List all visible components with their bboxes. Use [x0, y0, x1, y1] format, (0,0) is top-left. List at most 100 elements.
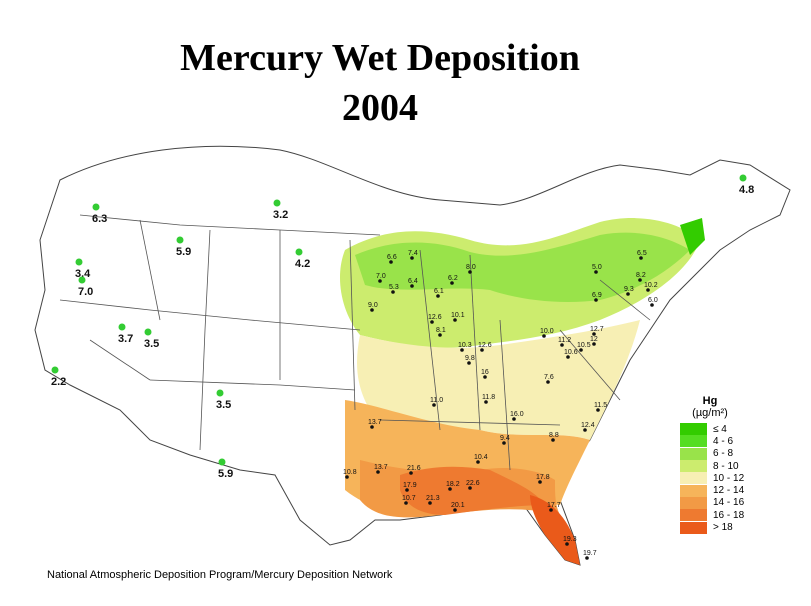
- site-marker: [75, 258, 83, 266]
- site-marker: [565, 542, 569, 546]
- site-marker: [583, 428, 587, 432]
- site-value-label: 12: [590, 336, 598, 343]
- site-marker: [546, 380, 550, 384]
- site-value-label: 10.7: [402, 495, 416, 502]
- site-marker: [626, 292, 630, 296]
- legend-title: Hg: [702, 395, 718, 407]
- site-value-label: 6.3: [92, 213, 107, 225]
- legend-unit: (µg/m²): [692, 407, 728, 419]
- site-marker: [430, 320, 434, 324]
- site-value-label: 10.3: [458, 342, 472, 349]
- site-marker: [639, 256, 643, 260]
- site-marker: [468, 486, 472, 490]
- site-marker: [453, 508, 457, 512]
- site-marker: [92, 203, 100, 211]
- legend-label: > 18: [713, 522, 733, 534]
- site-value-label: 6.6: [387, 254, 397, 261]
- legend-swatch: [680, 447, 707, 460]
- site-marker: [78, 276, 86, 284]
- site-value-label: 11.8: [482, 394, 495, 401]
- site-value-label: 9.4: [500, 435, 510, 442]
- legend-label: 6 - 8: [713, 448, 734, 460]
- site-marker: [391, 290, 395, 294]
- legend-label: 14 - 16: [713, 497, 745, 509]
- site-marker: [118, 323, 126, 331]
- site-marker: [51, 366, 59, 374]
- site-value-label: 7.0: [376, 273, 386, 280]
- site-marker: [370, 425, 374, 429]
- site-value-label: 8.8: [549, 432, 559, 439]
- site-value-label: 21.3: [426, 495, 440, 502]
- site-value-label: 12.7: [590, 326, 604, 333]
- site-value-label: 8.0: [466, 264, 476, 271]
- legend-label: 10 - 12: [713, 472, 745, 484]
- site-marker: [295, 248, 303, 256]
- site-marker: [467, 361, 471, 365]
- site-value-label: 6.1: [434, 288, 444, 295]
- contour-10-12: [357, 320, 640, 440]
- site-value-label: 6.5: [637, 250, 647, 257]
- site-value-label: 7.0: [78, 286, 93, 298]
- site-marker: [585, 556, 589, 560]
- site-value-label: 10.5: [577, 342, 591, 349]
- site-value-label: 13.7: [368, 419, 382, 426]
- site-value-label: 16.0: [510, 411, 524, 418]
- site-marker: [376, 470, 380, 474]
- site-marker: [410, 284, 414, 288]
- site-value-label: 9.8: [465, 355, 475, 362]
- map-title: Mercury Wet Deposition: [180, 37, 580, 79]
- state-borders: [59, 214, 651, 471]
- legend-row: 16 - 18: [680, 509, 800, 522]
- site-value-label: 10.4: [474, 454, 488, 461]
- site-value-label: 3.7: [118, 333, 133, 345]
- legend-swatch: [680, 496, 707, 509]
- site-marker: [579, 348, 583, 352]
- site-marker: [739, 174, 747, 182]
- site-marker: [448, 487, 452, 491]
- legend-swatch: [680, 460, 707, 473]
- site-value-label: 6.4: [408, 278, 418, 285]
- site-marker: [176, 236, 184, 244]
- site-marker: [512, 417, 516, 421]
- legend-row: 6 - 8: [680, 447, 800, 460]
- legend-label: 12 - 14: [713, 485, 745, 497]
- site-marker: [460, 348, 464, 352]
- site-marker: [438, 333, 442, 337]
- site-value-label: 10.0: [540, 328, 554, 335]
- legend-row: ≤ 4: [680, 423, 800, 436]
- site-value-label: 9.3: [624, 286, 634, 293]
- site-marker: [409, 471, 413, 475]
- site-value-label: 8.1: [436, 327, 446, 334]
- site-marker: [538, 480, 542, 484]
- legend-row: 12 - 14: [680, 484, 800, 497]
- contour-16-18: [400, 466, 545, 515]
- site-marker: [404, 501, 408, 505]
- site-marker: [646, 288, 650, 292]
- site-marker: [273, 199, 281, 207]
- site-marker: [378, 279, 382, 283]
- legend-row: 14 - 16: [680, 496, 800, 509]
- legend-label: 16 - 18: [713, 509, 745, 521]
- site-marker: [476, 460, 480, 464]
- site-value-label: 17.8: [536, 474, 550, 481]
- site-marker: [345, 475, 349, 479]
- site-value-label: 2.2: [51, 376, 66, 388]
- site-value-label: 11.5: [594, 402, 607, 409]
- site-value-label: 16: [481, 369, 489, 376]
- site-marker: [370, 308, 374, 312]
- legend-swatch: [680, 435, 707, 448]
- site-value-label: 19.3: [563, 536, 577, 543]
- site-marker: [218, 458, 226, 466]
- site-marker: [432, 403, 436, 407]
- legend-row: > 18: [680, 521, 800, 534]
- site-value-label: 10.2: [644, 282, 658, 289]
- site-marker: [453, 318, 457, 322]
- site-marker: [551, 438, 555, 442]
- site-marker: [484, 400, 488, 404]
- legend-label: 8 - 10: [713, 460, 739, 472]
- site-marker: [560, 343, 564, 347]
- site-marker: [650, 303, 654, 307]
- site-value-label: 3.5: [216, 399, 231, 411]
- site-value-label: 9.0: [368, 302, 378, 309]
